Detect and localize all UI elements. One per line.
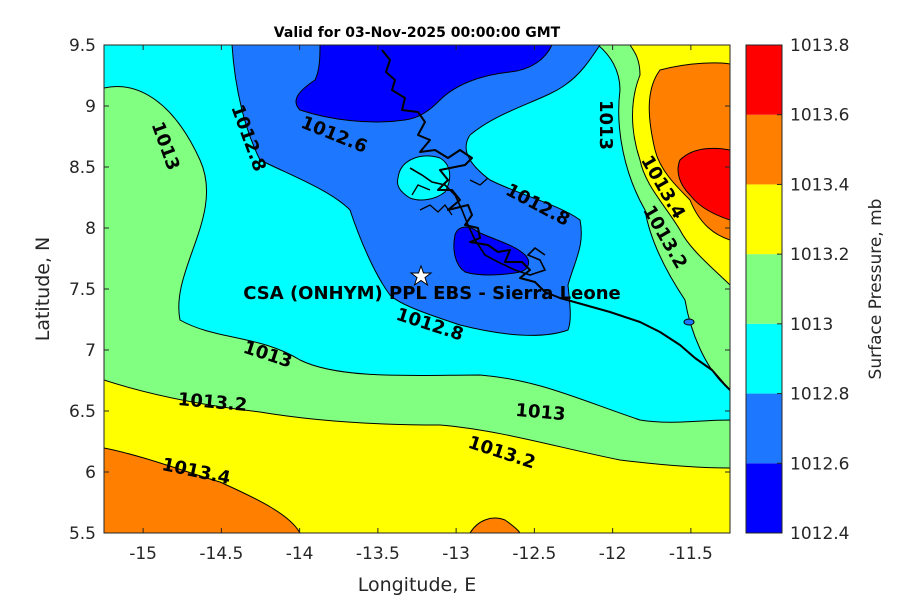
map-plot-area: 1013 1012.8 1012.6 1013 1012.8 1013.4 10… <box>104 45 730 533</box>
x-axis: -15 -14.5 -14 -13.5 -13 -12.5 -12 -11.5 <box>129 45 713 564</box>
site-label: CSA (ONHYM) PPL EBS - Sierra Leone <box>243 283 620 304</box>
site-star-marker <box>409 264 433 287</box>
coastline-inner <box>409 167 547 276</box>
band-1013-west <box>104 45 730 533</box>
x-tick-label: -14.5 <box>199 544 243 564</box>
x-tick-label: -14 <box>286 544 314 564</box>
x-tick-label: -12.5 <box>512 544 556 564</box>
y-axis-label: Latitude, N <box>32 237 54 342</box>
colorbar-swatch <box>746 184 782 255</box>
colorbar: 1013.8 1013.6 1013.4 1013.2 1013 1012.8 1012.6… <box>745 36 849 544</box>
y-tick-label: 7 <box>85 341 96 361</box>
band-1013-6-east <box>677 147 730 221</box>
colorbar-swatch <box>746 114 782 185</box>
band-1012-8-hole <box>397 155 451 201</box>
colorbar-tick-label: 1013.2 <box>790 245 849 265</box>
x-tick-label: -12 <box>599 544 627 564</box>
colorbar-frame <box>745 44 783 534</box>
y-tick-label: 7.5 <box>69 280 96 300</box>
y-tick-label: 8.5 <box>69 158 96 178</box>
band-1012-4-central <box>453 226 530 276</box>
colorbar-tick-label: 1012.4 <box>790 524 849 544</box>
x-tick-label: -13 <box>442 544 470 564</box>
colorbar-swatch <box>746 323 782 394</box>
colorbar-swatch <box>746 45 782 115</box>
y-tick-label: 8 <box>85 219 96 239</box>
coastline <box>381 49 730 391</box>
band-1012-4-north <box>295 45 553 123</box>
x-axis-label: Longitude, E <box>358 574 477 596</box>
colorbar-tick-label: 1012.8 <box>790 385 849 405</box>
colorbar-label: Surface Pressure, mb <box>866 199 886 380</box>
colorbar-swatch <box>746 463 782 533</box>
y-axis: 5.5 6 6.5 7 7.5 8 8.5 9 9.5 <box>69 36 730 544</box>
contour-label: 1013 <box>515 400 567 425</box>
x-tick-label: -11.5 <box>669 544 713 564</box>
contour-label: 1013 <box>595 100 616 150</box>
map-title: Valid for 03-Nov-2025 00:00:00 GMT <box>274 25 561 41</box>
y-tick-label: 6.5 <box>69 402 96 422</box>
band-1013-4-south-patch <box>469 517 521 533</box>
colorbar-tick-label: 1013.8 <box>790 36 849 56</box>
small-lake <box>683 318 695 326</box>
colorbar-tick-label: 1013 <box>790 315 833 335</box>
colorbar-tick-label: 1013.6 <box>790 106 849 126</box>
y-tick-label: 9 <box>85 97 96 117</box>
y-tick-label: 6 <box>85 463 96 483</box>
y-tick-label: 5.5 <box>69 524 96 544</box>
colorbar-swatch <box>746 393 782 464</box>
colorbar-swatch <box>746 254 782 324</box>
colorbar-tick-label: 1013.4 <box>790 175 849 195</box>
band-1013-4-south <box>104 447 301 533</box>
coastline-river <box>411 177 489 216</box>
x-tick-label: -15 <box>129 544 157 564</box>
x-tick-label: -13.5 <box>356 544 400 564</box>
colorbar-tick-label: 1012.6 <box>790 454 849 474</box>
band-1013-2-south <box>104 379 730 533</box>
y-tick-label: 9.5 <box>69 36 96 56</box>
